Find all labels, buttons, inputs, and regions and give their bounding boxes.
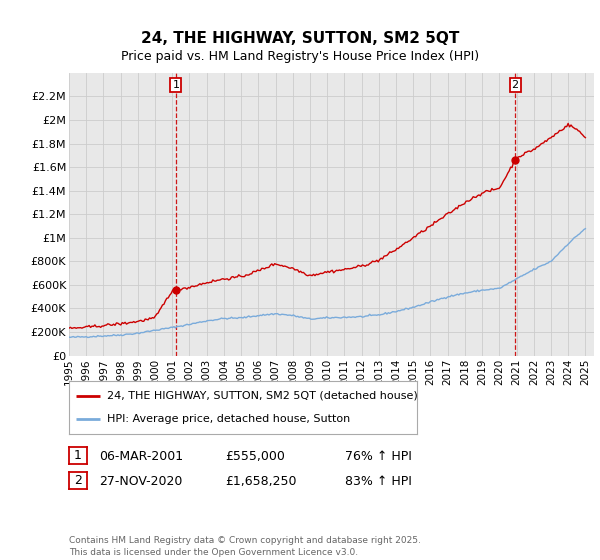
Text: 76% ↑ HPI: 76% ↑ HPI [345,450,412,463]
Text: HPI: Average price, detached house, Sutton: HPI: Average price, detached house, Sutt… [107,414,350,424]
Text: 2: 2 [512,80,518,90]
Text: 83% ↑ HPI: 83% ↑ HPI [345,475,412,488]
Text: £1,658,250: £1,658,250 [225,475,296,488]
Text: Contains HM Land Registry data © Crown copyright and database right 2025.
This d: Contains HM Land Registry data © Crown c… [69,536,421,557]
Text: 1: 1 [74,449,82,462]
Text: 24, THE HIGHWAY, SUTTON, SM2 5QT (detached house): 24, THE HIGHWAY, SUTTON, SM2 5QT (detach… [107,391,418,401]
Text: 2: 2 [74,474,82,487]
Text: 27-NOV-2020: 27-NOV-2020 [99,475,182,488]
Text: 24, THE HIGHWAY, SUTTON, SM2 5QT: 24, THE HIGHWAY, SUTTON, SM2 5QT [141,31,459,46]
Text: 06-MAR-2001: 06-MAR-2001 [99,450,183,463]
Text: 1: 1 [172,80,179,90]
Text: Price paid vs. HM Land Registry's House Price Index (HPI): Price paid vs. HM Land Registry's House … [121,50,479,63]
Text: £555,000: £555,000 [225,450,285,463]
